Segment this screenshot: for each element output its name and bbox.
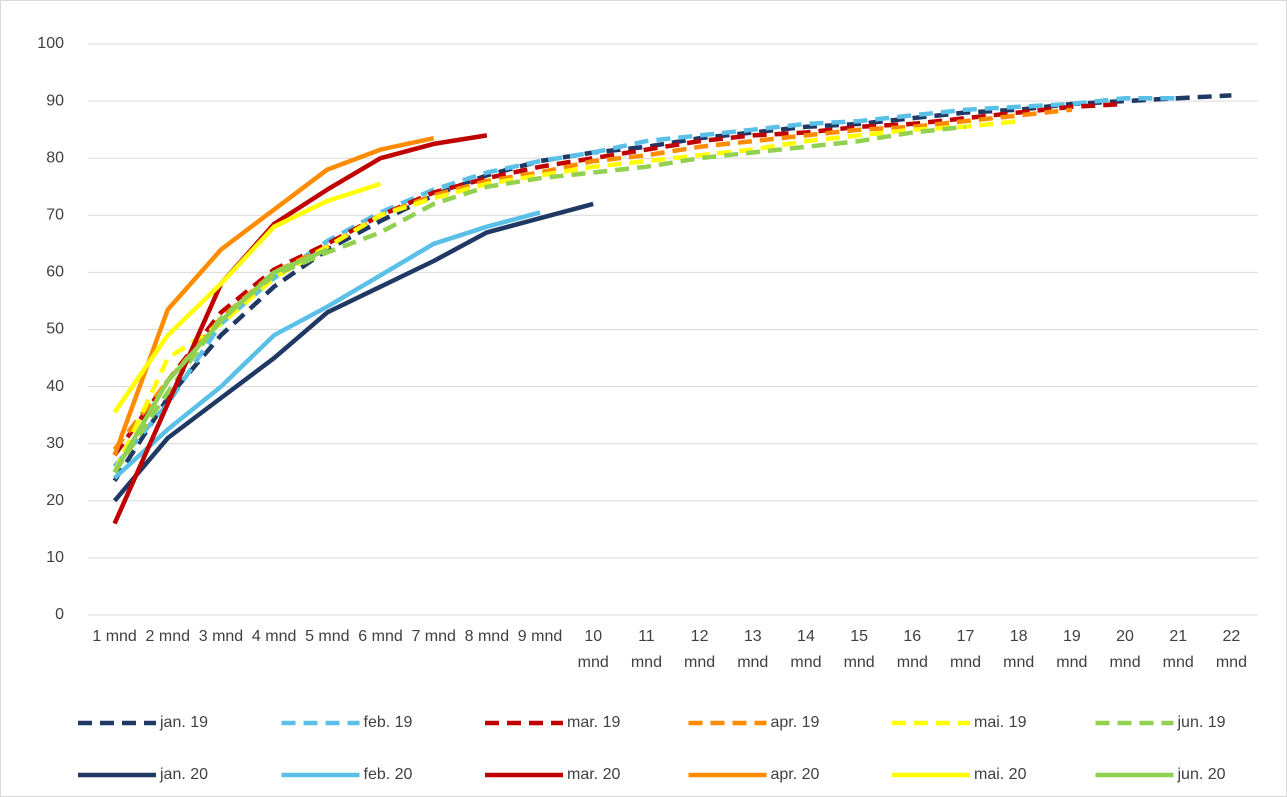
- series-line: [112, 101, 1126, 457]
- y-tick-label: 10: [46, 549, 64, 566]
- x-tick-label: 18 mnd: [1003, 628, 1035, 671]
- y-tick-label: 90: [46, 92, 64, 109]
- x-tick-label: 11 mnd: [630, 628, 662, 671]
- x-tick-label: 19 mnd: [1056, 628, 1088, 671]
- x-tick-label: 4 mnd: [251, 628, 297, 645]
- x-tick-label: 13 mnd: [737, 628, 769, 671]
- x-tick-label: 3 mnd: [198, 628, 244, 645]
- y-tick-label: 20: [46, 492, 64, 509]
- x-tick-label: 17 mnd: [949, 628, 982, 671]
- legend-label: jan. 19: [159, 714, 208, 731]
- legend-label: jun. 20: [1177, 766, 1226, 783]
- x-tick-label: 22 mnd: [1215, 628, 1247, 671]
- legend-label: feb. 19: [364, 714, 413, 731]
- series-line: [112, 118, 1019, 474]
- legend-label: mai. 19: [974, 714, 1027, 731]
- x-tick-label: 7 mnd: [411, 628, 456, 645]
- legend-label: feb. 20: [364, 766, 413, 783]
- y-tick-label: 70: [46, 207, 64, 224]
- x-tick-label: 1 mnd: [92, 628, 137, 645]
- legend-label: apr. 19: [771, 714, 820, 731]
- y-tick-label: 30: [46, 435, 64, 452]
- series-line: [112, 93, 1232, 483]
- x-tick-label: 5 mnd: [305, 628, 350, 645]
- series-line: [112, 247, 329, 474]
- legend-label: apr. 20: [771, 766, 820, 783]
- legend-label: mar. 19: [567, 714, 620, 731]
- y-tick-label: 80: [46, 149, 64, 166]
- series-line: [112, 201, 594, 503]
- x-tick-label: 20 mnd: [1109, 628, 1141, 671]
- series-line: [112, 135, 435, 456]
- y-tick-label: 0: [55, 606, 64, 623]
- series-line: [112, 181, 382, 414]
- legend-label: jun. 19: [1177, 714, 1226, 731]
- y-tick-label: 40: [46, 378, 64, 395]
- x-tick-label: 9 mnd: [517, 628, 563, 645]
- y-tick-label: 50: [46, 321, 64, 338]
- x-tick-label: 15 mnd: [843, 628, 875, 671]
- x-tick-label: 12 mnd: [684, 628, 716, 671]
- x-tick-label: 14 mnd: [790, 628, 822, 671]
- legend-label: mai. 20: [974, 766, 1027, 783]
- x-tick-label: 10 mnd: [577, 628, 609, 671]
- x-tick-label: 21 mnd: [1162, 628, 1194, 671]
- y-tick-label: 100: [37, 35, 64, 52]
- series-line: [113, 210, 541, 480]
- x-tick-label: 16 mnd: [896, 628, 928, 671]
- x-tick-label: 8 mnd: [464, 628, 510, 645]
- series-line: [112, 133, 488, 525]
- y-tick-label: 60: [46, 264, 64, 281]
- series-line: [112, 107, 1073, 451]
- x-tick-label: 2 mnd: [145, 628, 190, 645]
- x-tick-label: 6 mnd: [358, 628, 403, 645]
- legend-label: mar. 20: [567, 766, 620, 783]
- legend-label: jan. 20: [159, 766, 208, 783]
